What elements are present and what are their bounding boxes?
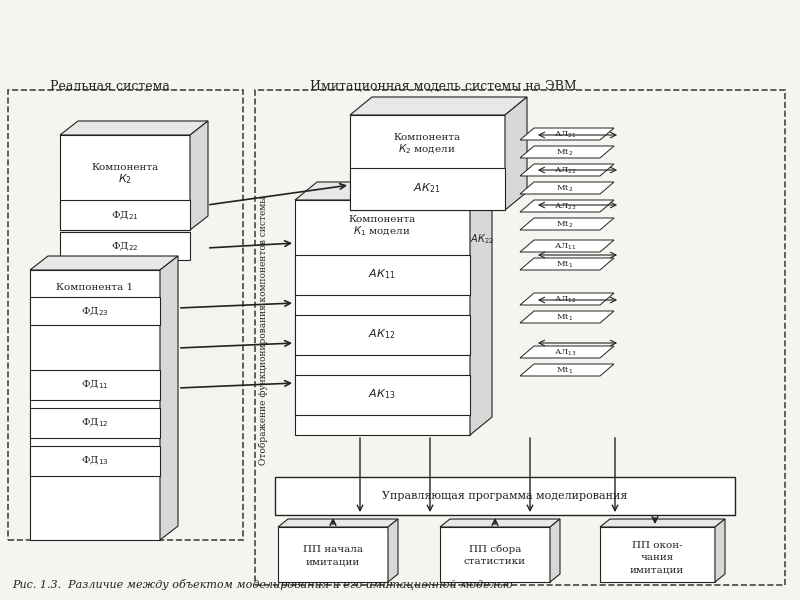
Polygon shape [520,240,614,252]
Polygon shape [520,258,614,270]
Text: ФД$_{12}$: ФД$_{12}$ [81,416,109,429]
Text: ПП начала: ПП начала [303,545,363,554]
Text: Мt$_1$: Мt$_1$ [557,260,574,270]
Polygon shape [30,297,160,325]
Text: статистики: статистики [464,557,526,566]
Polygon shape [520,164,614,176]
Polygon shape [30,270,160,540]
Polygon shape [520,218,614,230]
Polygon shape [190,121,208,230]
Polygon shape [440,519,560,527]
Text: имитации: имитации [630,565,684,574]
Polygon shape [470,182,492,435]
Text: Компонента: Компонента [394,133,461,142]
Polygon shape [520,364,614,376]
Text: ФД$_{22}$: ФД$_{22}$ [111,240,139,253]
Text: $К_2$ модели: $К_2$ модели [398,142,456,156]
Polygon shape [295,255,470,295]
Text: $К_1$ модели: $К_1$ модели [354,224,410,238]
Polygon shape [60,121,208,135]
Text: АЛ$_{22}$: АЛ$_{22}$ [554,166,576,176]
Text: ФД$_{13}$: ФД$_{13}$ [81,454,109,467]
Polygon shape [520,146,614,158]
Polygon shape [350,168,505,210]
Polygon shape [600,527,715,582]
Polygon shape [278,527,388,582]
Text: АЛ$_{13}$: АЛ$_{13}$ [554,348,576,358]
Text: Мt$_2$: Мt$_2$ [557,184,574,194]
Text: АЛ$_{11}$: АЛ$_{11}$ [554,242,576,252]
Polygon shape [520,311,614,323]
Polygon shape [715,519,725,582]
Polygon shape [520,200,614,212]
Polygon shape [295,315,470,355]
Text: Мt$_2$: Мt$_2$ [557,220,574,230]
Text: Мt$_1$: Мt$_1$ [557,313,574,323]
Text: АЛ$_{21}$: АЛ$_{21}$ [554,130,576,140]
Polygon shape [550,519,560,582]
Polygon shape [60,200,190,230]
Polygon shape [295,182,492,200]
Text: Рис. 1.3.  Различие между объектом моделирования и его имитационной моделью: Рис. 1.3. Различие между объектом модели… [12,579,513,590]
Polygon shape [520,346,614,358]
Text: ПП сбора: ПП сбора [469,545,521,554]
Text: Имитационная модель системы на ЭВМ: Имитационная модель системы на ЭВМ [310,80,577,93]
Polygon shape [30,408,160,438]
Polygon shape [275,477,735,515]
Text: $АК_{22}$: $АК_{22}$ [470,232,494,246]
Polygon shape [505,97,527,210]
Text: $АК_{11}$: $АК_{11}$ [368,267,396,281]
Text: Отображение функционирования компонентов системы: Отображение функционирования компонентов… [258,196,268,464]
Text: ФД$_{21}$: ФД$_{21}$ [111,209,139,222]
Polygon shape [350,97,527,115]
Text: Управляющая программа моделирования: Управляющая программа моделирования [382,491,628,501]
Text: Мt$_1$: Мt$_1$ [557,366,574,376]
Polygon shape [60,135,190,230]
Polygon shape [388,519,398,582]
Polygon shape [600,519,725,527]
Text: $АК_{12}$: $АК_{12}$ [369,327,395,341]
Polygon shape [30,370,160,400]
Polygon shape [30,446,160,476]
Text: чания: чания [640,553,674,562]
Text: $АК_{21}$: $АК_{21}$ [414,181,441,195]
Polygon shape [160,256,178,540]
Text: ФД$_{11}$: ФД$_{11}$ [81,378,109,391]
Text: имитации: имитации [306,557,360,566]
Text: АЛ$_{23}$: АЛ$_{23}$ [554,202,576,212]
Polygon shape [295,200,470,435]
Text: Реальная система: Реальная система [50,80,170,93]
Polygon shape [520,182,614,194]
Text: Компонента: Компонента [348,215,416,224]
Text: ФД$_{23}$: ФД$_{23}$ [81,305,109,318]
Polygon shape [520,293,614,305]
Polygon shape [350,115,505,210]
Text: $К_2$: $К_2$ [118,172,132,186]
Text: ПП окон-: ПП окон- [632,541,682,550]
Polygon shape [295,375,470,415]
Text: $АК_{13}$: $АК_{13}$ [368,387,396,401]
Text: Компонента 1: Компонента 1 [57,283,134,292]
Polygon shape [60,232,190,260]
Text: Компонента: Компонента [91,163,158,172]
Polygon shape [278,519,398,527]
Text: АЛ$_{12}$: АЛ$_{12}$ [554,295,576,305]
Polygon shape [520,128,614,140]
Text: Мt$_2$: Мt$_2$ [557,148,574,158]
Polygon shape [30,256,178,270]
Polygon shape [440,527,550,582]
